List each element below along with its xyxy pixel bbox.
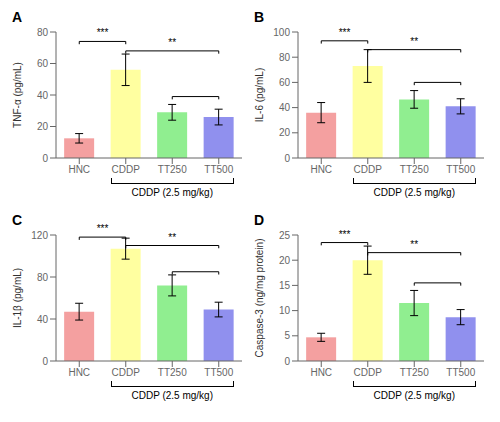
html-text:CDDP (2.5 mg/kg): CDDP (2.5 mg/kg) xyxy=(373,390,455,401)
svg-text:HNC: HNC xyxy=(310,367,332,378)
svg-text:HNC: HNC xyxy=(68,164,90,175)
svg-text:CDDP: CDDP xyxy=(354,164,383,175)
svg-text:TT500: TT500 xyxy=(446,164,475,175)
svg-text:IL-1β (pg/mL): IL-1β (pg/mL) xyxy=(12,268,23,328)
svg-text:***: *** xyxy=(339,27,351,38)
svg-text:Caspase-3 (ng/mg protein): Caspase-3 (ng/mg protein) xyxy=(254,239,265,358)
svg-text:HNC: HNC xyxy=(310,164,332,175)
svg-text:20: 20 xyxy=(279,127,291,138)
html-text:D: D xyxy=(254,212,265,228)
svg-text:TT250: TT250 xyxy=(158,367,187,378)
svg-text:120: 120 xyxy=(31,230,48,241)
svg-text:TNF-α (pg/mL): TNF-α (pg/mL) xyxy=(12,62,23,128)
svg-text:***: *** xyxy=(97,223,109,234)
svg-text:40: 40 xyxy=(37,314,49,325)
svg-text:25: 25 xyxy=(279,230,291,241)
svg-text:TT500: TT500 xyxy=(204,164,233,175)
svg-text:**: ** xyxy=(410,36,418,47)
svg-text:TT250: TT250 xyxy=(400,367,429,378)
svg-text:HNC: HNC xyxy=(68,367,90,378)
html-text:B: B xyxy=(254,9,265,25)
svg-text:20: 20 xyxy=(37,121,49,132)
svg-text:IL-6 (pg/mL): IL-6 (pg/mL) xyxy=(254,68,265,122)
svg-text:***: *** xyxy=(97,27,109,38)
svg-text:CDDP: CDDP xyxy=(112,367,141,378)
svg-text:5: 5 xyxy=(284,330,290,341)
svg-text:10: 10 xyxy=(279,305,291,316)
svg-text:40: 40 xyxy=(37,90,49,101)
svg-text:TT500: TT500 xyxy=(204,367,233,378)
svg-text:100: 100 xyxy=(273,27,290,38)
svg-text:80: 80 xyxy=(37,272,49,283)
svg-text:CDDP: CDDP xyxy=(354,367,383,378)
svg-text:60: 60 xyxy=(279,77,291,88)
svg-text:TT500: TT500 xyxy=(446,367,475,378)
svg-text:TT250: TT250 xyxy=(400,164,429,175)
svg-text:CDDP: CDDP xyxy=(112,164,141,175)
svg-text:**: ** xyxy=(168,37,176,48)
svg-text:TT250: TT250 xyxy=(158,164,187,175)
svg-text:20: 20 xyxy=(279,255,291,266)
svg-text:0: 0 xyxy=(284,356,290,367)
svg-text:80: 80 xyxy=(37,27,49,38)
svg-text:0: 0 xyxy=(42,356,48,367)
html-text:CDDP (2.5 mg/kg): CDDP (2.5 mg/kg) xyxy=(131,390,213,401)
html-text:A: A xyxy=(12,9,23,25)
html-text:CDDP (2.5 mg/kg): CDDP (2.5 mg/kg) xyxy=(131,187,213,198)
svg-text:80: 80 xyxy=(279,52,291,63)
svg-text:**: ** xyxy=(410,239,418,250)
svg-text:***: *** xyxy=(339,229,351,240)
svg-text:0: 0 xyxy=(284,153,290,164)
html-text:C: C xyxy=(12,212,23,228)
html-text:CDDP (2.5 mg/kg): CDDP (2.5 mg/kg) xyxy=(373,187,455,198)
svg-text:0: 0 xyxy=(42,153,48,164)
svg-text:60: 60 xyxy=(37,58,49,69)
svg-text:15: 15 xyxy=(279,280,291,291)
svg-text:**: ** xyxy=(168,232,176,243)
svg-text:40: 40 xyxy=(279,102,291,113)
